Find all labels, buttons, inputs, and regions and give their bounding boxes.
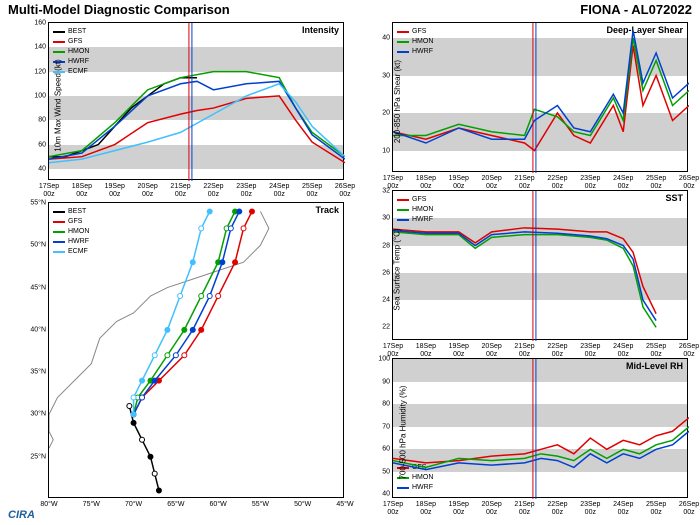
track-panel: BESTGFSHMONHWRFECMF Track 80°W75°W70°W65… xyxy=(48,202,344,498)
sst-panel: SST GFSHMONHWRF 22242628303217Sep00z18Se… xyxy=(392,190,688,340)
intensity-ylabel: 10m Max Wind Speed (kt) xyxy=(54,59,63,151)
intensity-panel: Intensity BESTGFSHMONHWRFECMF 4060801001… xyxy=(48,22,344,180)
rh-panel: Mid-Level RH GFSHMONHWRF 405060708090100… xyxy=(392,358,688,498)
shear-panel: Deep-Layer Shear GFSHMONHWRF 1020304017S… xyxy=(392,22,688,172)
cira-logo: CIRA xyxy=(8,509,35,521)
rh-ylabel: 700-500 hPa Humidity (%) xyxy=(398,386,407,480)
sst-ylabel: Sea Surface Temp (°C) xyxy=(393,228,402,310)
header-title: Multi-Model Diagnostic Comparison xyxy=(8,2,230,17)
storm-id: FIONA - AL072022 xyxy=(580,2,692,17)
shear-ylabel: 200-850 hPa Shear (kt) xyxy=(393,60,402,143)
